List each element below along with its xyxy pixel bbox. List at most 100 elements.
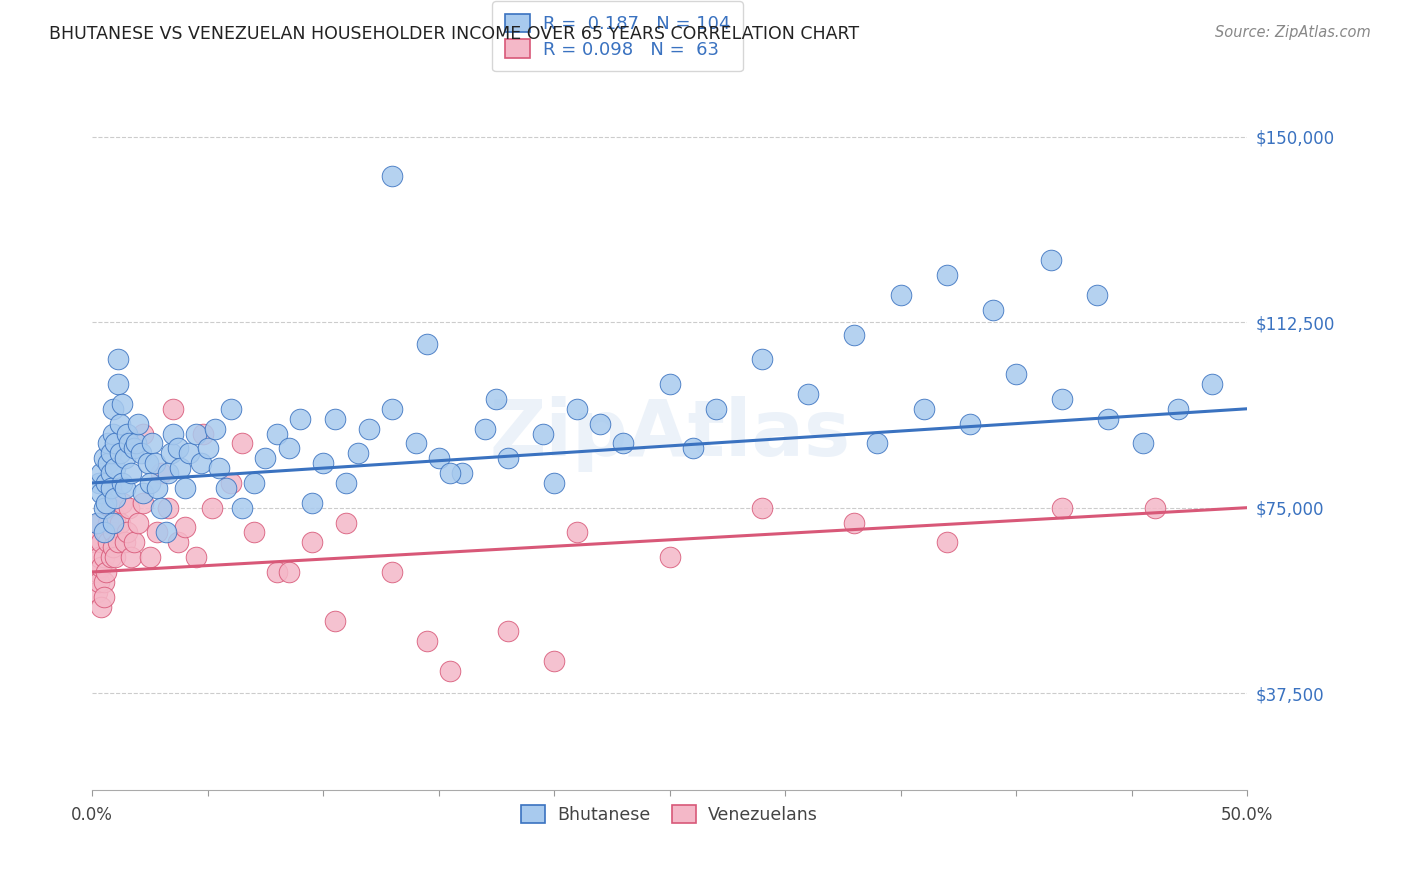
Point — [93, 590, 115, 604]
Point — [301, 496, 323, 510]
Point — [157, 500, 180, 515]
Point — [94, 565, 117, 579]
Point — [122, 442, 145, 456]
Point — [162, 401, 184, 416]
Point — [496, 624, 519, 639]
Point — [100, 466, 122, 480]
Point — [231, 436, 253, 450]
Point — [146, 525, 169, 540]
Point — [381, 401, 404, 416]
Point — [162, 426, 184, 441]
Point — [104, 550, 127, 565]
Point — [132, 496, 155, 510]
Point — [150, 466, 173, 480]
Point — [682, 442, 704, 456]
Text: ZipAtlas: ZipAtlas — [489, 395, 851, 472]
Point — [179, 446, 201, 460]
Point — [219, 401, 242, 416]
Point — [427, 451, 450, 466]
Point — [346, 446, 368, 460]
Point — [981, 302, 1004, 317]
Point — [114, 535, 136, 549]
Point — [1085, 288, 1108, 302]
Point — [139, 550, 162, 565]
Point — [120, 466, 142, 480]
Point — [100, 500, 122, 515]
Point — [111, 496, 134, 510]
Point — [215, 481, 238, 495]
Point — [1097, 411, 1119, 425]
Point — [104, 510, 127, 524]
Point — [243, 525, 266, 540]
Point — [589, 417, 612, 431]
Point — [204, 421, 226, 435]
Legend: Bhutanese, Venezuelans: Bhutanese, Venezuelans — [510, 795, 828, 834]
Text: BHUTANESE VS VENEZUELAN HOUSEHOLDER INCOME OVER 65 YEARS CORRELATION CHART: BHUTANESE VS VENEZUELAN HOUSEHOLDER INCO… — [49, 25, 859, 43]
Point — [101, 525, 124, 540]
Point — [107, 352, 129, 367]
Point — [146, 481, 169, 495]
Point — [83, 535, 105, 549]
Point — [155, 525, 177, 540]
Point — [104, 461, 127, 475]
Point — [1052, 392, 1074, 406]
Point — [416, 337, 439, 351]
Point — [90, 599, 112, 614]
Point — [658, 550, 681, 565]
Point — [101, 541, 124, 555]
Point — [166, 442, 188, 456]
Point — [93, 500, 115, 515]
Point — [751, 352, 773, 367]
Point — [1005, 367, 1028, 381]
Point — [107, 377, 129, 392]
Point — [114, 481, 136, 495]
Point — [141, 436, 163, 450]
Point — [567, 401, 589, 416]
Point — [107, 535, 129, 549]
Point — [335, 516, 357, 530]
Point — [87, 475, 110, 490]
Point — [87, 574, 110, 589]
Point — [543, 475, 565, 490]
Point — [254, 451, 277, 466]
Point — [93, 574, 115, 589]
Point — [111, 475, 134, 490]
Point — [100, 550, 122, 565]
Point — [231, 500, 253, 515]
Point — [866, 436, 889, 450]
Point — [184, 550, 207, 565]
Point — [115, 525, 138, 540]
Point — [101, 401, 124, 416]
Point — [416, 634, 439, 648]
Point — [90, 535, 112, 549]
Point — [844, 327, 866, 342]
Point — [108, 417, 131, 431]
Point — [191, 426, 214, 441]
Point — [439, 466, 461, 480]
Point — [567, 525, 589, 540]
Point — [94, 496, 117, 510]
Point — [288, 411, 311, 425]
Point — [704, 401, 727, 416]
Point — [543, 654, 565, 668]
Point — [159, 446, 181, 460]
Point — [104, 491, 127, 505]
Point — [912, 401, 935, 416]
Point — [751, 500, 773, 515]
Point — [201, 500, 224, 515]
Point — [439, 664, 461, 678]
Point — [132, 486, 155, 500]
Point — [173, 481, 195, 495]
Point — [86, 584, 108, 599]
Point — [97, 456, 120, 470]
Point — [797, 387, 820, 401]
Point — [277, 565, 299, 579]
Point — [184, 426, 207, 441]
Point — [166, 535, 188, 549]
Point — [90, 466, 112, 480]
Point — [405, 436, 427, 450]
Point — [86, 565, 108, 579]
Point — [143, 456, 166, 470]
Point — [243, 475, 266, 490]
Point — [1052, 500, 1074, 515]
